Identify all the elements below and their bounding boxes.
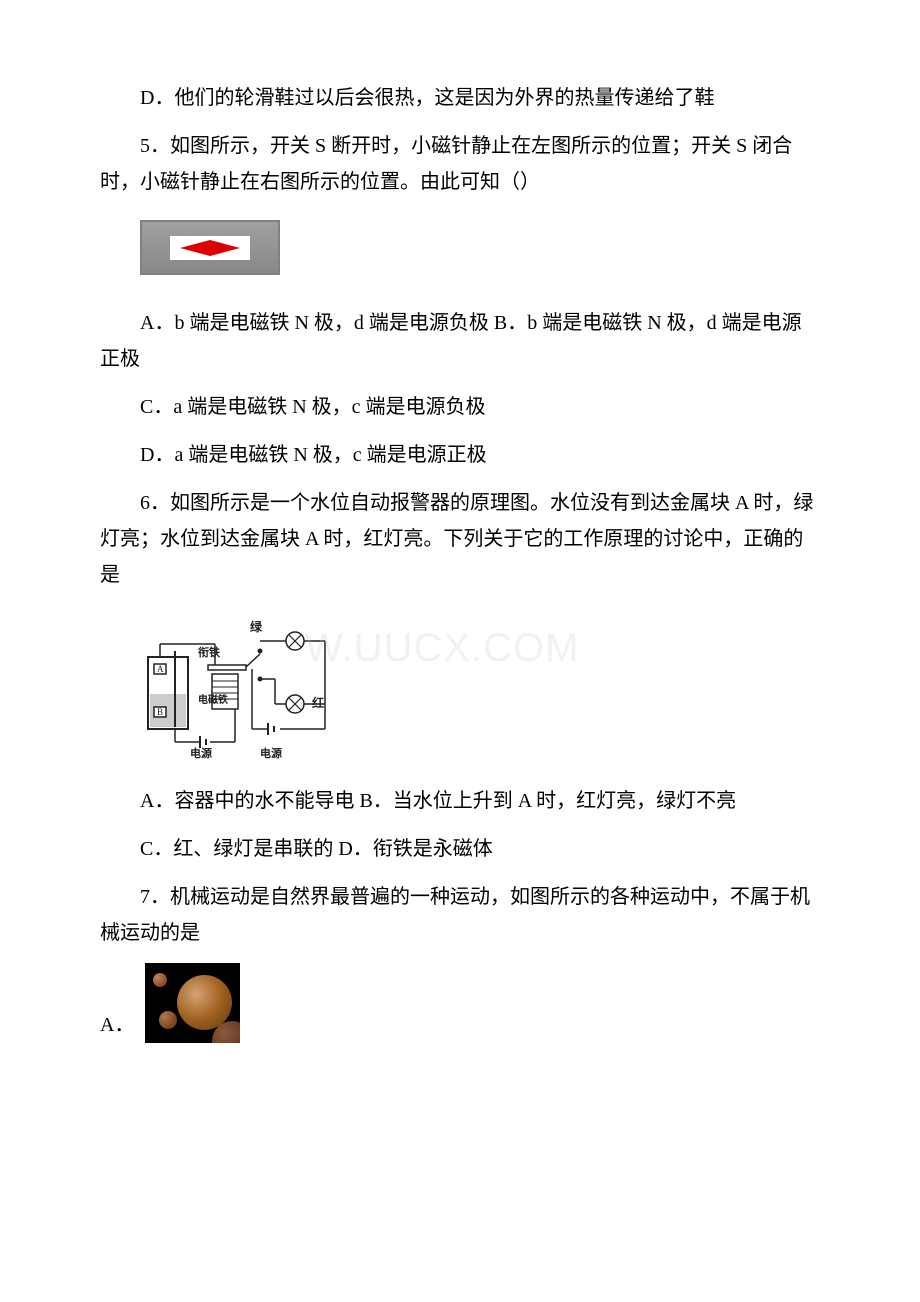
- q6-circuit-diagram: A B 衔铁 电磁铁: [140, 609, 340, 759]
- q4-option-d: D．他们的轮滑鞋过以后会很热，这是因为外界的热量传递给了鞋: [100, 80, 820, 116]
- q5-option-d: D．a 端是电磁铁 N 极，c 端是电源正极: [100, 437, 820, 473]
- q6-power-left-label: 电源: [190, 746, 212, 759]
- q6-options-cd: C．红、绿灯是串联的 D．衔铁是永磁体: [100, 831, 820, 867]
- q5-stem: 5．如图所示，开关 S 断开时，小磁针静止在左图所示的位置；开关 S 闭合时，小…: [100, 128, 820, 200]
- q7-stem: 7．机械运动是自然界最普遍的一种运动，如图所示的各种运动中，不属于机械运动的是: [100, 879, 820, 951]
- q5-options-ab: A．b 端是电磁铁 N 极，d 端是电源负极 B．b 端是电磁铁 N 极，d 端…: [100, 305, 820, 377]
- q6-options-ab: A．容器中的水不能导电 B．当水位上升到 A 时，红灯亮，绿灯不亮: [100, 783, 820, 819]
- q6-figure-container: A B 衔铁 电磁铁: [140, 609, 820, 759]
- q6-block-a-label: A: [157, 664, 164, 674]
- q6-circuit-svg: A B 衔铁 电磁铁: [140, 609, 340, 759]
- q5-needle-left-half: [180, 240, 210, 256]
- q6-electromagnet-label: 电磁铁: [198, 693, 228, 706]
- q5-figure-container: [140, 220, 820, 275]
- q5-option-c: C．a 端是电磁铁 N 极，c 端是电源负极: [100, 389, 820, 425]
- q5-needle-right-half: [210, 240, 240, 256]
- q7-option-a-row: A．: [100, 963, 820, 1043]
- q6-armature-bar: [208, 665, 246, 670]
- q7-option-a-label: A．: [100, 1007, 134, 1043]
- q7-planet-small-2: [159, 1011, 177, 1029]
- q7-planets-image: [145, 963, 240, 1043]
- q6-green-label: 绿: [250, 619, 263, 634]
- q5-compass-inner: [170, 236, 250, 260]
- q6-block-b-label: B: [157, 707, 163, 717]
- q6-power-right-label: 电源: [260, 746, 282, 759]
- q6-red-label: 红: [312, 695, 324, 710]
- q7-planet-small-1: [153, 973, 167, 987]
- q5-compass-diagram: [140, 220, 280, 275]
- q6-armature-label: 衔铁: [198, 645, 220, 659]
- q6-stem: 6．如图所示是一个水位自动报警器的原理图。水位没有到达金属块 A 时，绿灯亮；水…: [100, 485, 820, 593]
